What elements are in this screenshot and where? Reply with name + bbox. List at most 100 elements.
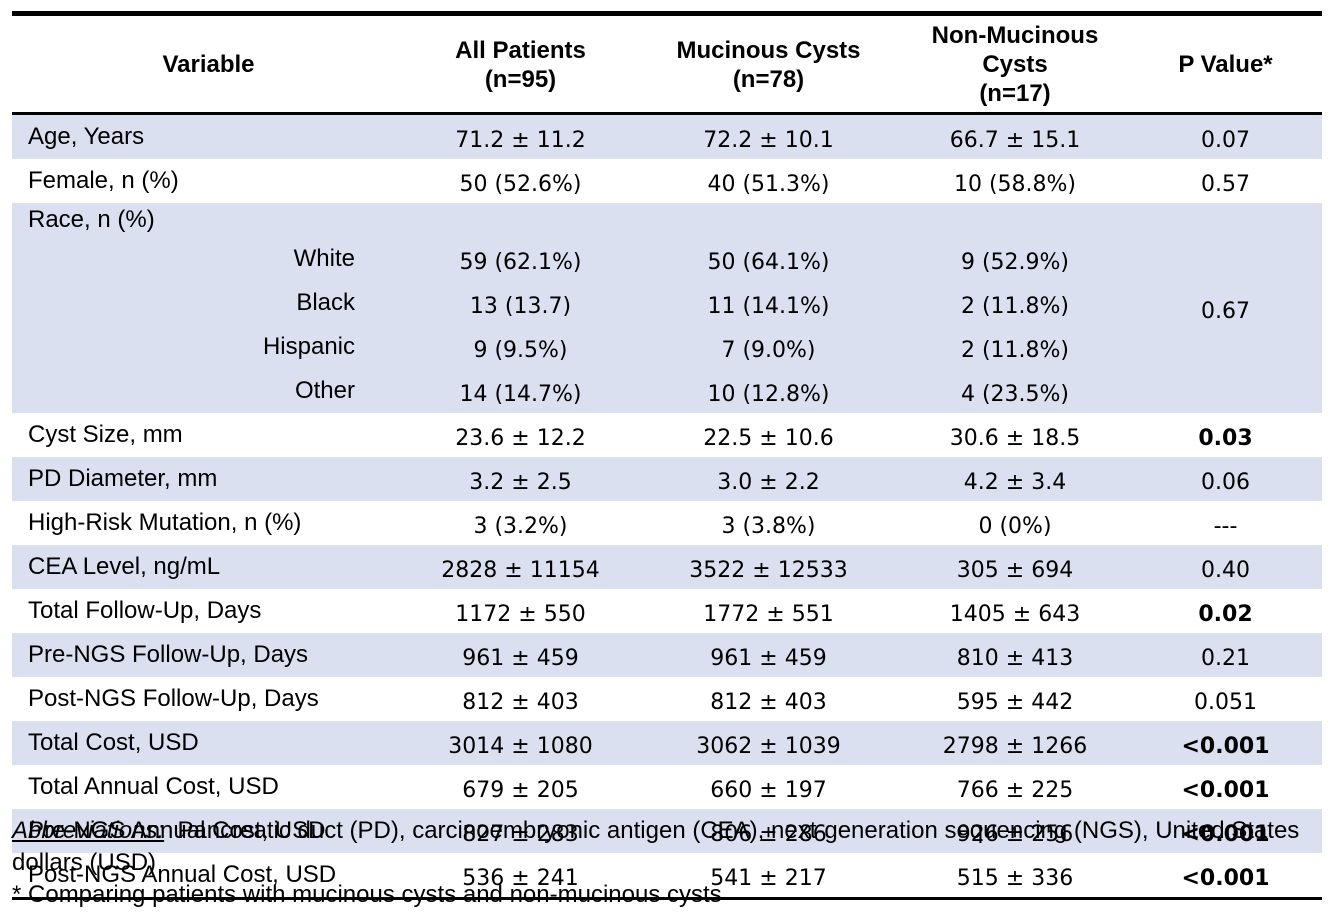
table-row: Race, n (%) 0.67 (12, 203, 1322, 413)
row-label: Post-NGS Annual Cost, USD (28, 861, 337, 888)
cell-non-mucinous: 4 (23.5%) (901, 369, 1129, 413)
row-label: Cyst Size, mm (28, 421, 183, 448)
cell-all: 3014 ± 1080 (405, 721, 636, 765)
cell-p-value: 0.67 (1129, 203, 1322, 413)
abbreviations-text: Pancreatic duct (PD), carcinoembryonic a… (12, 817, 1300, 876)
header-mucinous: Mucinous Cysts (n=78) (636, 13, 901, 115)
row-sublabel: Other (12, 369, 405, 413)
table-row: Cyst Size, mm 23.6 ± 12.2 22.5 ± 10.6 30… (12, 413, 1322, 457)
row-label: Total Cost, USD (12, 721, 405, 765)
cell-p-value: 0.21 (1129, 633, 1322, 677)
patient-characteristics-table: Variable All Patients (n=95) Mucinous Cy… (12, 11, 1322, 900)
cell-all: 1172 ± 550 (455, 601, 586, 627)
cell-mucinous: 812 ± 403 (710, 689, 827, 715)
cell-all: 13 (13.7) (405, 281, 636, 325)
cell-mucinous: 541 ± 217 (710, 865, 827, 891)
cell-p-value: 0.57 (1201, 171, 1250, 197)
cell-mucinous: 3 (3.8%) (721, 513, 816, 539)
cell-all: 3 (3.2%) (473, 513, 568, 539)
cell-all: 14 (14.7%) (405, 369, 636, 413)
cell-p-value: 0.06 (1129, 457, 1322, 501)
table-row: Hispanic 9 (9.5%) 7 (9.0%) 2 (11.8%) (12, 325, 1322, 369)
table-row: Age, Years 71.2 ± 11.2 72.2 ± 10.1 66.7 … (12, 113, 1322, 159)
cell-non-mucinous: 766 ± 225 (956, 777, 1074, 803)
row-label: High-Risk Mutation, n (%) (28, 509, 302, 536)
abbreviations-label: Abbreviations: (12, 817, 165, 844)
cell-mucinous: 1772 ± 551 (703, 601, 834, 627)
table-notes: Abbreviations: Pancreatic duct (PD), car… (12, 815, 1328, 911)
cell-all: 2828 ± 11154 (405, 545, 636, 589)
header-row: Variable All Patients (n=95) Mucinous Cy… (12, 13, 1322, 115)
cell-all: 3.2 ± 2.5 (405, 457, 636, 501)
cell-non-mucinous: 595 ± 442 (956, 689, 1074, 715)
cell-non-mucinous: 0 (0%) (978, 513, 1052, 539)
row-label: PD Diameter, mm (12, 457, 405, 501)
cell-p-value: 0.40 (1129, 545, 1322, 589)
table-row: Post-NGS Annual Cost, USD 536 ± 241 541 … (12, 853, 1322, 899)
table-row: Other 14 (14.7%) 10 (12.8%) 4 (23.5%) (12, 369, 1322, 413)
cell-mucinous: 7 (9.0%) (636, 325, 901, 369)
footnote: * Comparing patients with mucinous cysts… (12, 881, 722, 908)
cell-mucinous: 50 (64.1%) (636, 237, 901, 281)
table-row: Female, n (%) 50 (52.6%) 40 (51.3%) 10 (… (12, 159, 1322, 203)
cell-non-mucinous: 515 ± 336 (956, 865, 1074, 891)
row-label: Race, n (%) (12, 203, 405, 237)
row-label: CEA Level, ng/mL (12, 545, 405, 589)
row-label: Total Follow-Up, Days (28, 597, 262, 624)
cell-non-mucinous: 2 (11.8%) (901, 325, 1129, 369)
abbreviations-note: Abbreviations: Pancreatic duct (PD), car… (12, 815, 1328, 879)
cell-p-value: <0.001 (1129, 721, 1322, 765)
cell-mucinous: 10 (12.8%) (636, 369, 901, 413)
cell-all: 50 (52.6%) (459, 171, 582, 197)
table-row: Total Cost, USD 3014 ± 1080 3062 ± 1039 … (12, 721, 1322, 765)
cell-mucinous: 3.0 ± 2.2 (636, 457, 901, 501)
cell-all: 536 ± 241 (462, 865, 579, 891)
row-label: Age, Years (12, 113, 405, 159)
table-row: CEA Level, ng/mL 2828 ± 11154 3522 ± 125… (12, 545, 1322, 589)
cell-all: 71.2 ± 11.2 (405, 113, 636, 159)
cell-p-value: 0.07 (1129, 113, 1322, 159)
cell-mucinous: 72.2 ± 10.1 (636, 113, 901, 159)
cell-non-mucinous: 810 ± 413 (901, 633, 1129, 677)
cell-non-mucinous: 2798 ± 1266 (901, 721, 1129, 765)
cell-p-value: --- (1213, 513, 1238, 539)
table-row: Pre-NGS Annual Cost, USD 827 ± 283 806 ±… (12, 809, 1322, 853)
cell-mucinous: 11 (14.1%) (636, 281, 901, 325)
cell-mucinous: 40 (51.3%) (707, 171, 830, 197)
cell-non-mucinous: 4.2 ± 3.4 (901, 457, 1129, 501)
table-row: Total Annual Cost, USD 679 ± 205 660 ± 1… (12, 765, 1322, 809)
cell-p-value: 0.03 (1198, 425, 1253, 451)
cell-p-value: 0.02 (1198, 601, 1253, 627)
table-row: White 59 (62.1%) 50 (64.1%) 9 (52.9%) (12, 237, 1322, 281)
cell-mucinous: 3522 ± 12533 (636, 545, 901, 589)
row-sublabel: White (12, 237, 405, 281)
row-label: Female, n (%) (28, 167, 179, 194)
cell-p-value: 0.051 (1194, 689, 1257, 715)
row-sublabel: Hispanic (12, 325, 405, 369)
cell-all: 827 ± 283 (405, 809, 636, 853)
row-sublabel: Black (12, 281, 405, 325)
row-label: Post-NGS Follow-Up, Days (28, 685, 319, 712)
row-label: Pre-NGS Follow-Up, Days (12, 633, 405, 677)
row-label: Pre-NGS Annual Cost, USD (12, 809, 405, 853)
cell-non-mucinous: 2 (11.8%) (901, 281, 1129, 325)
table-row: PD Diameter, mm 3.2 ± 2.5 3.0 ± 2.2 4.2 … (12, 457, 1322, 501)
cell-all: 961 ± 459 (405, 633, 636, 677)
table-row: Pre-NGS Follow-Up, Days 961 ± 459 961 ± … (12, 633, 1322, 677)
header-non-mucinous: Non-Mucinous Cysts (n=17) (901, 13, 1129, 115)
table-row: High-Risk Mutation, n (%) 3 (3.2%) 3 (3.… (12, 501, 1322, 545)
cell-mucinous: 961 ± 459 (636, 633, 901, 677)
cell-p-value: <0.001 (1181, 777, 1270, 803)
table-row: Black 13 (13.7) 11 (14.1%) 2 (11.8%) (12, 281, 1322, 325)
row-label: Total Annual Cost, USD (28, 773, 279, 800)
cell-non-mucinous: 10 (58.8%) (953, 171, 1077, 197)
header-all-patients: All Patients (n=95) (405, 13, 636, 115)
header-variable: Variable (12, 13, 405, 115)
header-p-value: P Value* (1129, 13, 1322, 115)
cell-non-mucinous: 926 ± 256 (901, 809, 1129, 853)
cell-non-mucinous: 66.7 ± 15.1 (901, 113, 1129, 159)
cell-non-mucinous: 1405 ± 643 (949, 601, 1081, 627)
cell-all: 679 ± 205 (462, 777, 579, 803)
cell-mucinous: 806 ± 286 (636, 809, 901, 853)
